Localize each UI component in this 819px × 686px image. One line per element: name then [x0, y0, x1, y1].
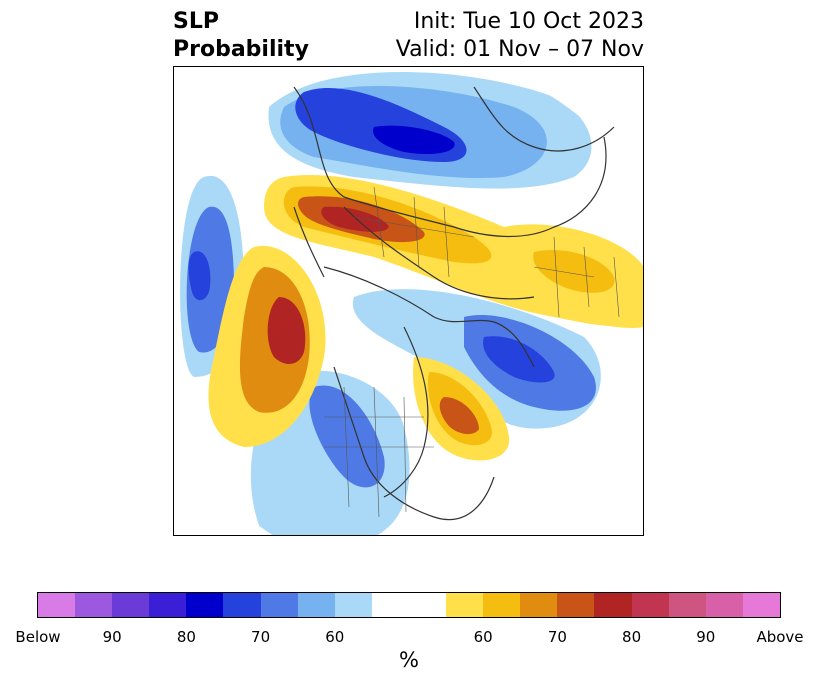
colorbar [37, 592, 781, 618]
title-line-probability: Probability [173, 37, 309, 62]
anomaly-below-core-north [373, 125, 455, 154]
map-panel [173, 66, 644, 536]
init-date: Init: Tue 10 Oct 2023 [413, 9, 644, 34]
colorbar-tick-label: 90 [696, 628, 716, 646]
colorbar-segment [297, 593, 335, 617]
anomaly-below-core-east [483, 336, 555, 383]
colorbar-segment [668, 593, 706, 617]
map-title: SLP Probability [173, 8, 309, 64]
anomaly-above-europe-mid [533, 249, 615, 293]
title-line-slp: SLP [173, 9, 219, 34]
colorbar-tick-label: 80 [176, 628, 196, 646]
colorbar-segment [446, 593, 484, 617]
colorbar-tick-label: 90 [102, 628, 122, 646]
anomaly-above-asia-core [321, 206, 389, 232]
colorbar-tick-label: Above [756, 628, 804, 646]
colorbar-tick-label: 80 [622, 628, 642, 646]
colorbar-segment [75, 593, 113, 617]
colorbar-tick-label: 70 [251, 628, 271, 646]
colorbar-segment [557, 593, 595, 617]
anomaly-below-core-pacific [188, 251, 211, 301]
colorbar-segment [742, 593, 780, 617]
colorbar-segment [483, 593, 521, 617]
colorbar-segment [594, 593, 632, 617]
colorbar-segment [334, 593, 372, 617]
polar-map [180, 72, 643, 535]
colorbar-segment [38, 593, 76, 617]
coastlines [293, 86, 615, 521]
colorbar-segment [371, 593, 409, 617]
date-info: Init: Tue 10 Oct 2023 Valid: 01 Nov – 07… [396, 8, 644, 64]
colorbar-segment [631, 593, 669, 617]
anomaly-above-pacific-core [267, 297, 306, 364]
colorbar-tick-label: 60 [473, 628, 493, 646]
colorbar-segment [223, 593, 261, 617]
colorbar-segment [705, 593, 743, 617]
colorbar-tick-label: 60 [325, 628, 345, 646]
colorbar-segment [149, 593, 187, 617]
colorbar-tick-label: Below [15, 628, 61, 646]
colorbar-unit: % [399, 648, 419, 672]
colorbar-segment [408, 593, 447, 617]
colorbar-segment [112, 593, 150, 617]
borders [324, 186, 620, 518]
colorbar-segment [520, 593, 558, 617]
colorbar-segment [186, 593, 224, 617]
colorbar-segment [260, 593, 298, 617]
colorbar-tick-label: 70 [547, 628, 567, 646]
anomaly-above-ne-america-core [439, 397, 479, 435]
valid-range: Valid: 01 Nov – 07 Nov [395, 37, 644, 62]
